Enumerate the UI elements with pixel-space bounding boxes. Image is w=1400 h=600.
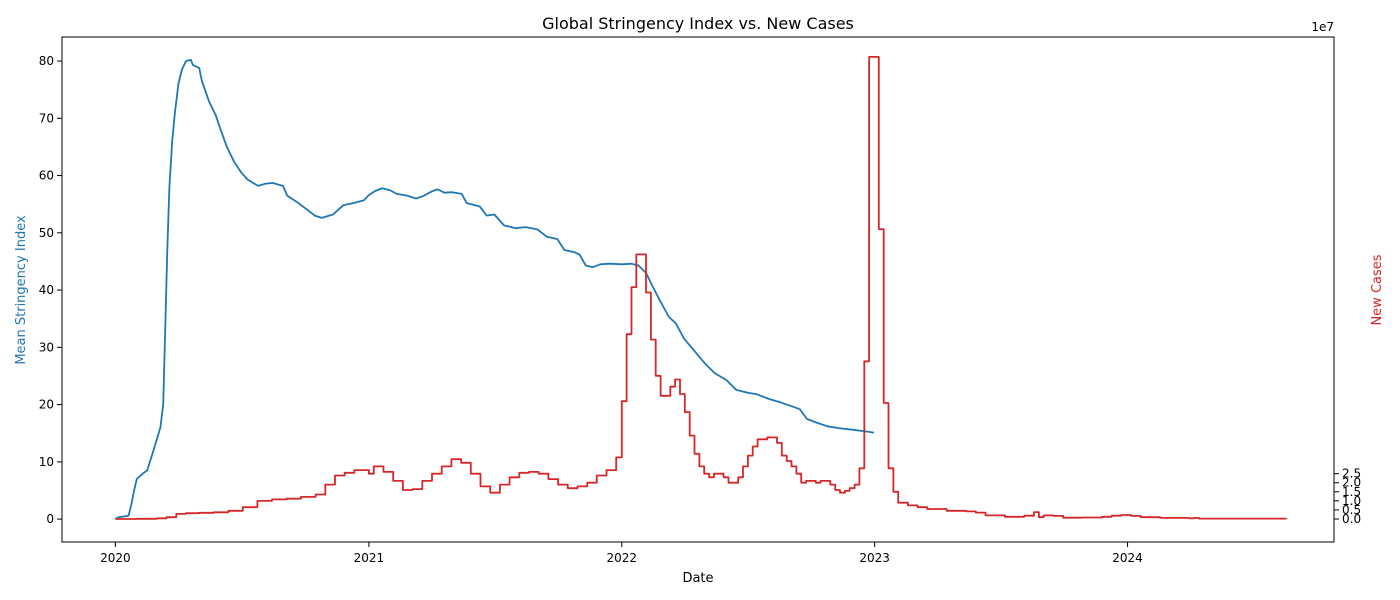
left-y-tick-label: 10 [39, 455, 54, 469]
x-axis-label: Date [682, 571, 713, 586]
right-y-axis: 0.00.51.01.52.02.5 [1334, 467, 1361, 526]
right-axis-offset-label: 1e7 [1311, 20, 1334, 34]
x-axis: 2020 2021 2022 2023 2024 [100, 542, 1143, 565]
left-y-tick-label: 60 [39, 169, 54, 183]
plot-area-frame [61, 36, 1335, 543]
left-y-tick-label: 70 [39, 111, 54, 125]
x-tick-label: 2023 [859, 551, 890, 565]
right-y-tick-label: 0.0 [1342, 512, 1361, 526]
new-cases-line [115, 56, 1288, 520]
x-tick-label: 2022 [607, 551, 638, 565]
right-y-tick-label: 2.5 [1342, 467, 1361, 481]
x-tick-label: 2021 [354, 551, 385, 565]
right-y-tick-label: 1.5 [1342, 485, 1361, 499]
stringency-line [114, 59, 875, 520]
left-y-tick-label: 30 [39, 340, 54, 354]
left-y-tick-label: 0 [46, 512, 54, 526]
x-tick-label: 2024 [1112, 551, 1143, 565]
right-y-tick-label: 2.0 [1342, 476, 1361, 490]
x-tick-label: 2020 [100, 551, 131, 565]
right-y-tick-label: 0.5 [1342, 503, 1361, 517]
new-cases-series [115, 56, 1288, 520]
left-y-tick-label: 40 [39, 283, 54, 297]
left-y-axis: 0 10 20 30 40 50 60 70 80 [39, 54, 62, 526]
right-y-tick-label: 1.0 [1342, 494, 1361, 508]
left-y-tick-label: 80 [39, 54, 54, 68]
chart-title: Global Stringency Index vs. New Cases [542, 14, 854, 33]
stringency-series [114, 59, 875, 520]
left-y-tick-label: 20 [39, 398, 54, 412]
left-y-tick-label: 50 [39, 226, 54, 240]
right-y-axis-label: New Cases [1370, 254, 1385, 325]
left-y-axis-label: Mean Stringency Index [14, 215, 29, 365]
